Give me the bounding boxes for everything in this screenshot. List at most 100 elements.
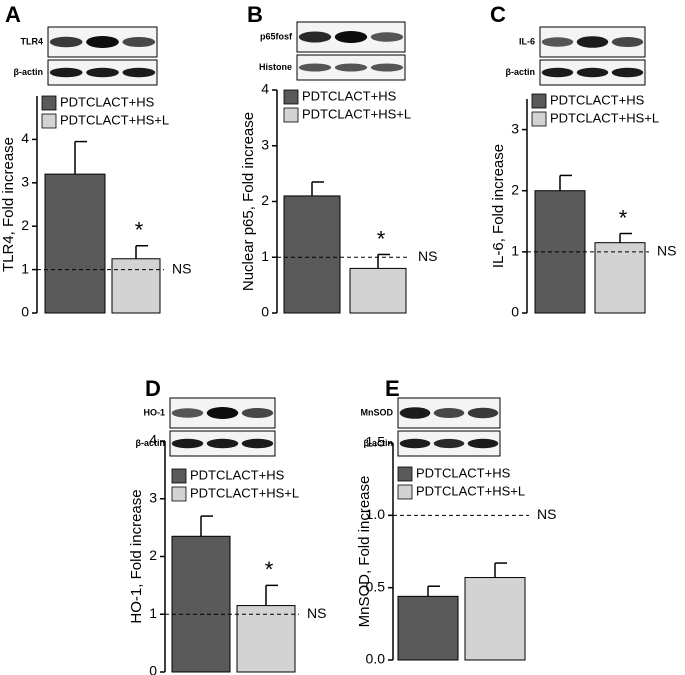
legend-label: PDTCLACT+HS (550, 92, 645, 107)
blot-band (122, 67, 156, 78)
legend-label: PDTCLACT+HS (60, 94, 155, 109)
panel-letter: E (385, 376, 400, 401)
legend-label: PDTCLACT+HS (190, 467, 285, 482)
y-tick-label: 0 (149, 663, 157, 675)
legend-swatch (397, 466, 413, 482)
reference-label: NS (537, 506, 556, 522)
blot-band (171, 408, 204, 418)
legend-label: PDTCLACT+HS (416, 465, 511, 480)
y-axis-label: HO-1, Fold increase (128, 489, 145, 623)
blot-band (49, 36, 83, 48)
blot-label: Histone (259, 62, 292, 72)
panel-letter: D (145, 376, 161, 401)
legend-label: PDTCLACT+HS (302, 88, 397, 103)
y-tick-label: 3 (261, 136, 269, 152)
blot-band (399, 407, 431, 419)
blot-band (241, 407, 274, 419)
legend-swatch (531, 111, 547, 127)
y-axis-label: TLR4, Fold increase (0, 137, 17, 272)
significance: * (619, 205, 628, 230)
y-tick-label: 2 (149, 547, 157, 563)
bar (171, 535, 231, 673)
reference-label: NS (307, 605, 326, 621)
blot-band (171, 438, 204, 449)
blot-band (334, 63, 368, 72)
legend-swatch (171, 468, 187, 484)
legend-swatch (283, 89, 299, 105)
bar (594, 242, 646, 314)
y-tick-label: 1.5 (366, 434, 386, 450)
blot-band (298, 63, 332, 72)
legend-swatch (397, 484, 413, 500)
legend-label: PDTCLACT+HS+L (550, 110, 659, 125)
y-tick-label: 2 (511, 181, 519, 197)
y-tick-label: 2 (21, 217, 29, 233)
bar (44, 173, 106, 314)
blot-label: IL-6 (519, 36, 535, 46)
legend-swatch (531, 93, 547, 109)
blot-band (611, 36, 644, 48)
blot-band (298, 31, 332, 43)
y-tick-label: 3 (511, 120, 519, 136)
y-tick-label: 4 (21, 130, 29, 146)
legend-label: PDTCLACT+HS+L (60, 112, 169, 127)
bar (283, 195, 341, 314)
blot-band (370, 63, 404, 72)
blot-label: β-actin (14, 67, 44, 77)
bar (111, 258, 161, 314)
y-tick-label: 1.0 (366, 506, 386, 522)
blot-band (399, 438, 431, 449)
y-tick-label: 3 (21, 174, 29, 190)
blot-label: β-actin (136, 438, 166, 448)
blot-band (49, 67, 83, 78)
y-tick-label: 2 (261, 192, 269, 208)
y-tick-label: 1 (511, 243, 519, 259)
y-axis-label: IL-6, Fold increase (490, 144, 507, 268)
legend-label: PDTCLACT+HS+L (190, 485, 299, 500)
y-tick-label: 0 (21, 304, 29, 320)
blot-label: MnSOD (361, 407, 394, 417)
reference-label: NS (657, 243, 676, 259)
y-tick-label: 4 (261, 81, 269, 97)
y-tick-label: 1 (21, 260, 29, 276)
bar (236, 605, 296, 673)
blot-label: β-actin (506, 67, 536, 77)
reference-label: NS (418, 248, 437, 264)
blot-band (611, 67, 644, 78)
blot-band (467, 438, 499, 449)
bar (349, 267, 407, 314)
y-tick-label: 4 (149, 432, 157, 448)
blot-band (86, 67, 119, 78)
reference-label: NS (172, 260, 191, 276)
panel-letter: C (490, 2, 506, 27)
significance: * (135, 218, 144, 243)
blot-band (206, 407, 239, 419)
blot-band (206, 438, 239, 449)
significance: * (265, 557, 274, 582)
legend-swatch (283, 107, 299, 123)
y-tick-label: 0.5 (366, 578, 386, 594)
blot-band (370, 32, 404, 42)
blot-label: TLR4 (21, 36, 44, 46)
blot-band (467, 407, 499, 419)
y-axis-label: Nuclear p65, Fold increase (240, 112, 257, 291)
y-tick-label: 1 (149, 605, 157, 621)
blot-band (241, 438, 274, 449)
panel-letter: A (5, 2, 21, 27)
y-axis-label: MnSOD, Fold increase (356, 476, 373, 628)
y-tick-label: 0 (261, 304, 269, 320)
legend-label: PDTCLACT+HS+L (416, 483, 525, 498)
blot-band (541, 37, 574, 47)
blot-label: β-actin (364, 438, 394, 448)
blot-band (86, 36, 119, 48)
blot-label: p65fosf (260, 31, 293, 41)
legend-swatch (41, 113, 57, 129)
y-tick-label: 1 (261, 248, 269, 264)
legend-label: PDTCLACT+HS+L (302, 106, 411, 121)
blot-label: HO-1 (143, 407, 165, 417)
blot-band (576, 36, 609, 48)
blot-band (334, 31, 368, 43)
y-tick-label: 0.0 (366, 651, 386, 667)
